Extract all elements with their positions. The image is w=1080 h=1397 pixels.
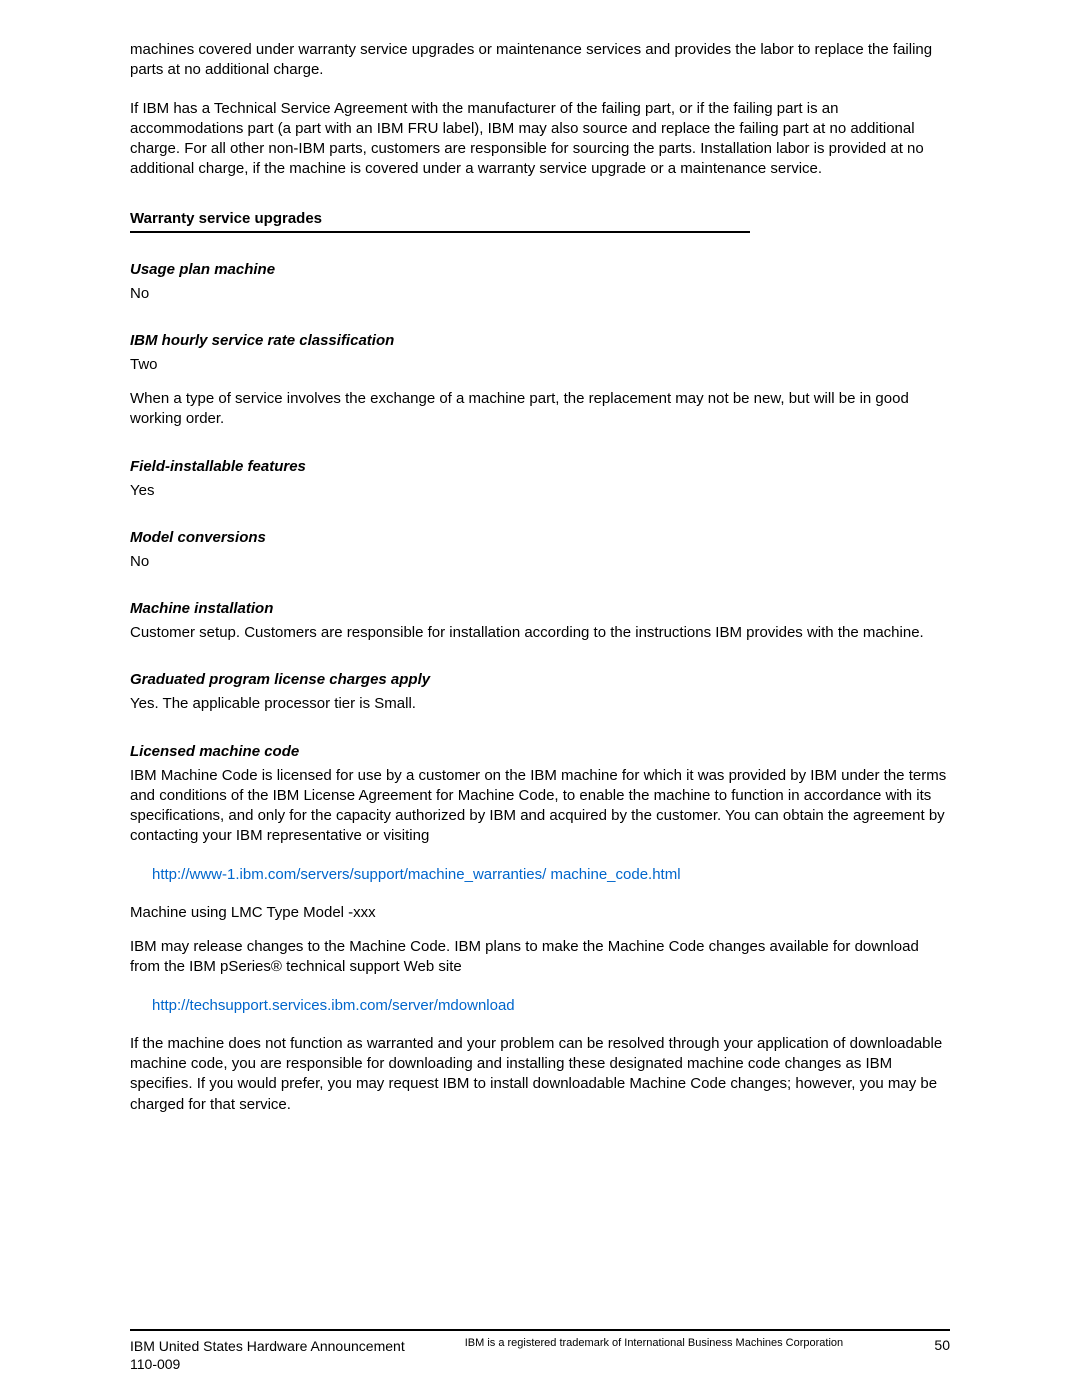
subheading-machine-installation: Machine installation <box>130 600 950 617</box>
subheading-field-installable: Field-installable features <box>130 458 950 475</box>
link-machine-warranties[interactable]: http://www-1.ibm.com/servers/support/mac… <box>152 865 950 885</box>
machine-installation-text: Customer setup. Customers are responsibl… <box>130 623 950 643</box>
model-conversions-value: No <box>130 552 950 572</box>
intro-paragraph-2: If IBM has a Technical Service Agreement… <box>130 99 950 180</box>
hourly-service-note: When a type of service involves the exch… <box>130 389 950 430</box>
licensed-machine-code-p4: If the machine does not function as warr… <box>130 1034 950 1115</box>
subheading-model-conversions: Model conversions <box>130 529 950 546</box>
link-techsupport[interactable]: http://techsupport.services.ibm.com/serv… <box>152 996 950 1016</box>
intro-paragraph-1: machines covered under warranty service … <box>130 40 950 81</box>
subheading-hourly-service: IBM hourly service rate classification <box>130 332 950 349</box>
footer-trademark: IBM is a registered trademark of Interna… <box>405 1337 920 1349</box>
subheading-usage-plan: Usage plan machine <box>130 261 950 278</box>
footer-page-number: 50 <box>920 1337 950 1353</box>
hourly-service-value: Two <box>130 355 950 375</box>
field-installable-value: Yes <box>130 481 950 501</box>
footer-announcement-line2: 110-009 <box>130 1355 405 1373</box>
licensed-machine-code-p3: IBM may release changes to the Machine C… <box>130 937 950 978</box>
licensed-machine-code-p1: IBM Machine Code is licensed for use by … <box>130 766 950 847</box>
licensed-machine-code-p2: Machine using LMC Type Model -xxx <box>130 903 950 923</box>
footer-left: IBM United States Hardware Announcement … <box>130 1337 405 1373</box>
page-footer: IBM United States Hardware Announcement … <box>130 1329 950 1373</box>
subheading-licensed-machine-code: Licensed machine code <box>130 743 950 760</box>
footer-rule <box>130 1329 950 1331</box>
usage-plan-value: No <box>130 284 950 304</box>
footer-row: IBM United States Hardware Announcement … <box>130 1337 950 1373</box>
page-content: machines covered under warranty service … <box>0 0 1080 1115</box>
section-heading-warranty-upgrades: Warranty service upgrades <box>130 210 750 233</box>
subheading-graduated-program: Graduated program license charges apply <box>130 671 950 688</box>
graduated-program-text: Yes. The applicable processor tier is Sm… <box>130 694 950 714</box>
footer-announcement-line1: IBM United States Hardware Announcement <box>130 1337 405 1355</box>
